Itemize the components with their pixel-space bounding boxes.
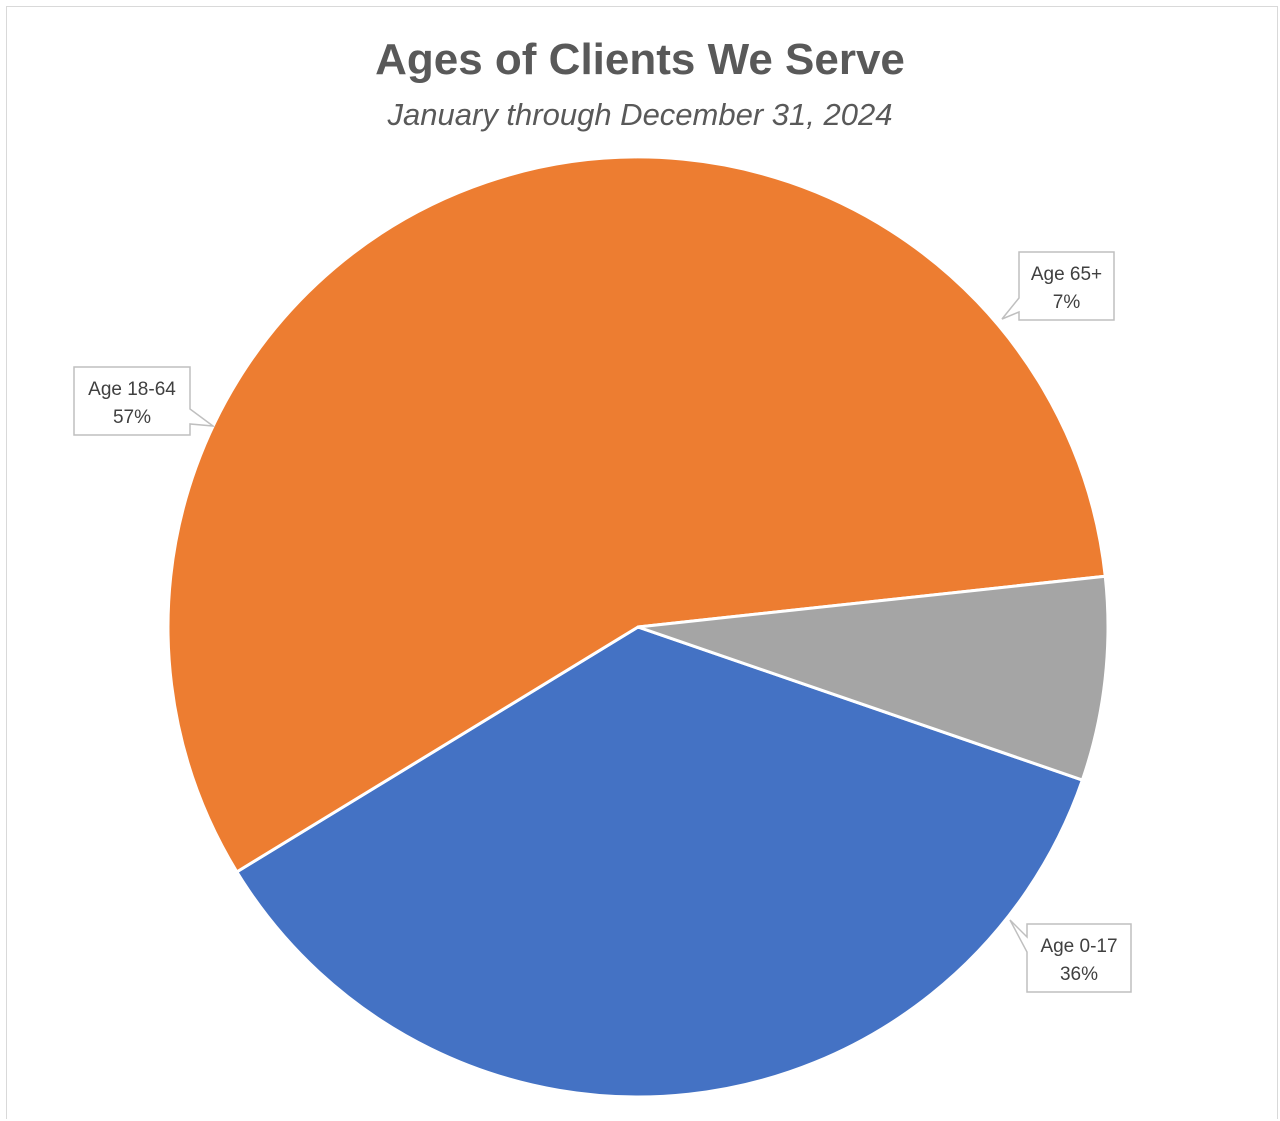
- data-label-percent: 36%: [1060, 964, 1098, 985]
- chart-title: Ages of Clients We Serve: [375, 35, 905, 84]
- chart-subtitle: January through December 31, 2024: [387, 97, 893, 132]
- data-label-age-0-17: Age 0-17 36%: [1009, 919, 1132, 993]
- data-label-category: Age 0-17: [1040, 936, 1117, 957]
- data-label-category: Age 65+: [1031, 264, 1102, 285]
- data-label-age-65: Age 65+ 7%: [1001, 251, 1115, 321]
- data-label-category: Age 18-64: [88, 379, 176, 400]
- callout-box: [1001, 251, 1115, 321]
- pie-data-labels: Age 0-17 36% Age 18-64 57% Age 65+ 7%: [73, 251, 1132, 993]
- callout-box: [1009, 919, 1132, 993]
- data-label-percent: 57%: [113, 407, 151, 428]
- pie-slice-age-65: [636, 574, 1110, 782]
- data-label-percent: 7%: [1053, 292, 1081, 313]
- data-label-age-18-64: Age 18-64 57%: [73, 366, 216, 436]
- pie-slice-age-18-64: [166, 155, 1107, 874]
- callout-box: [73, 366, 216, 436]
- pie-slices: [166, 155, 1110, 1099]
